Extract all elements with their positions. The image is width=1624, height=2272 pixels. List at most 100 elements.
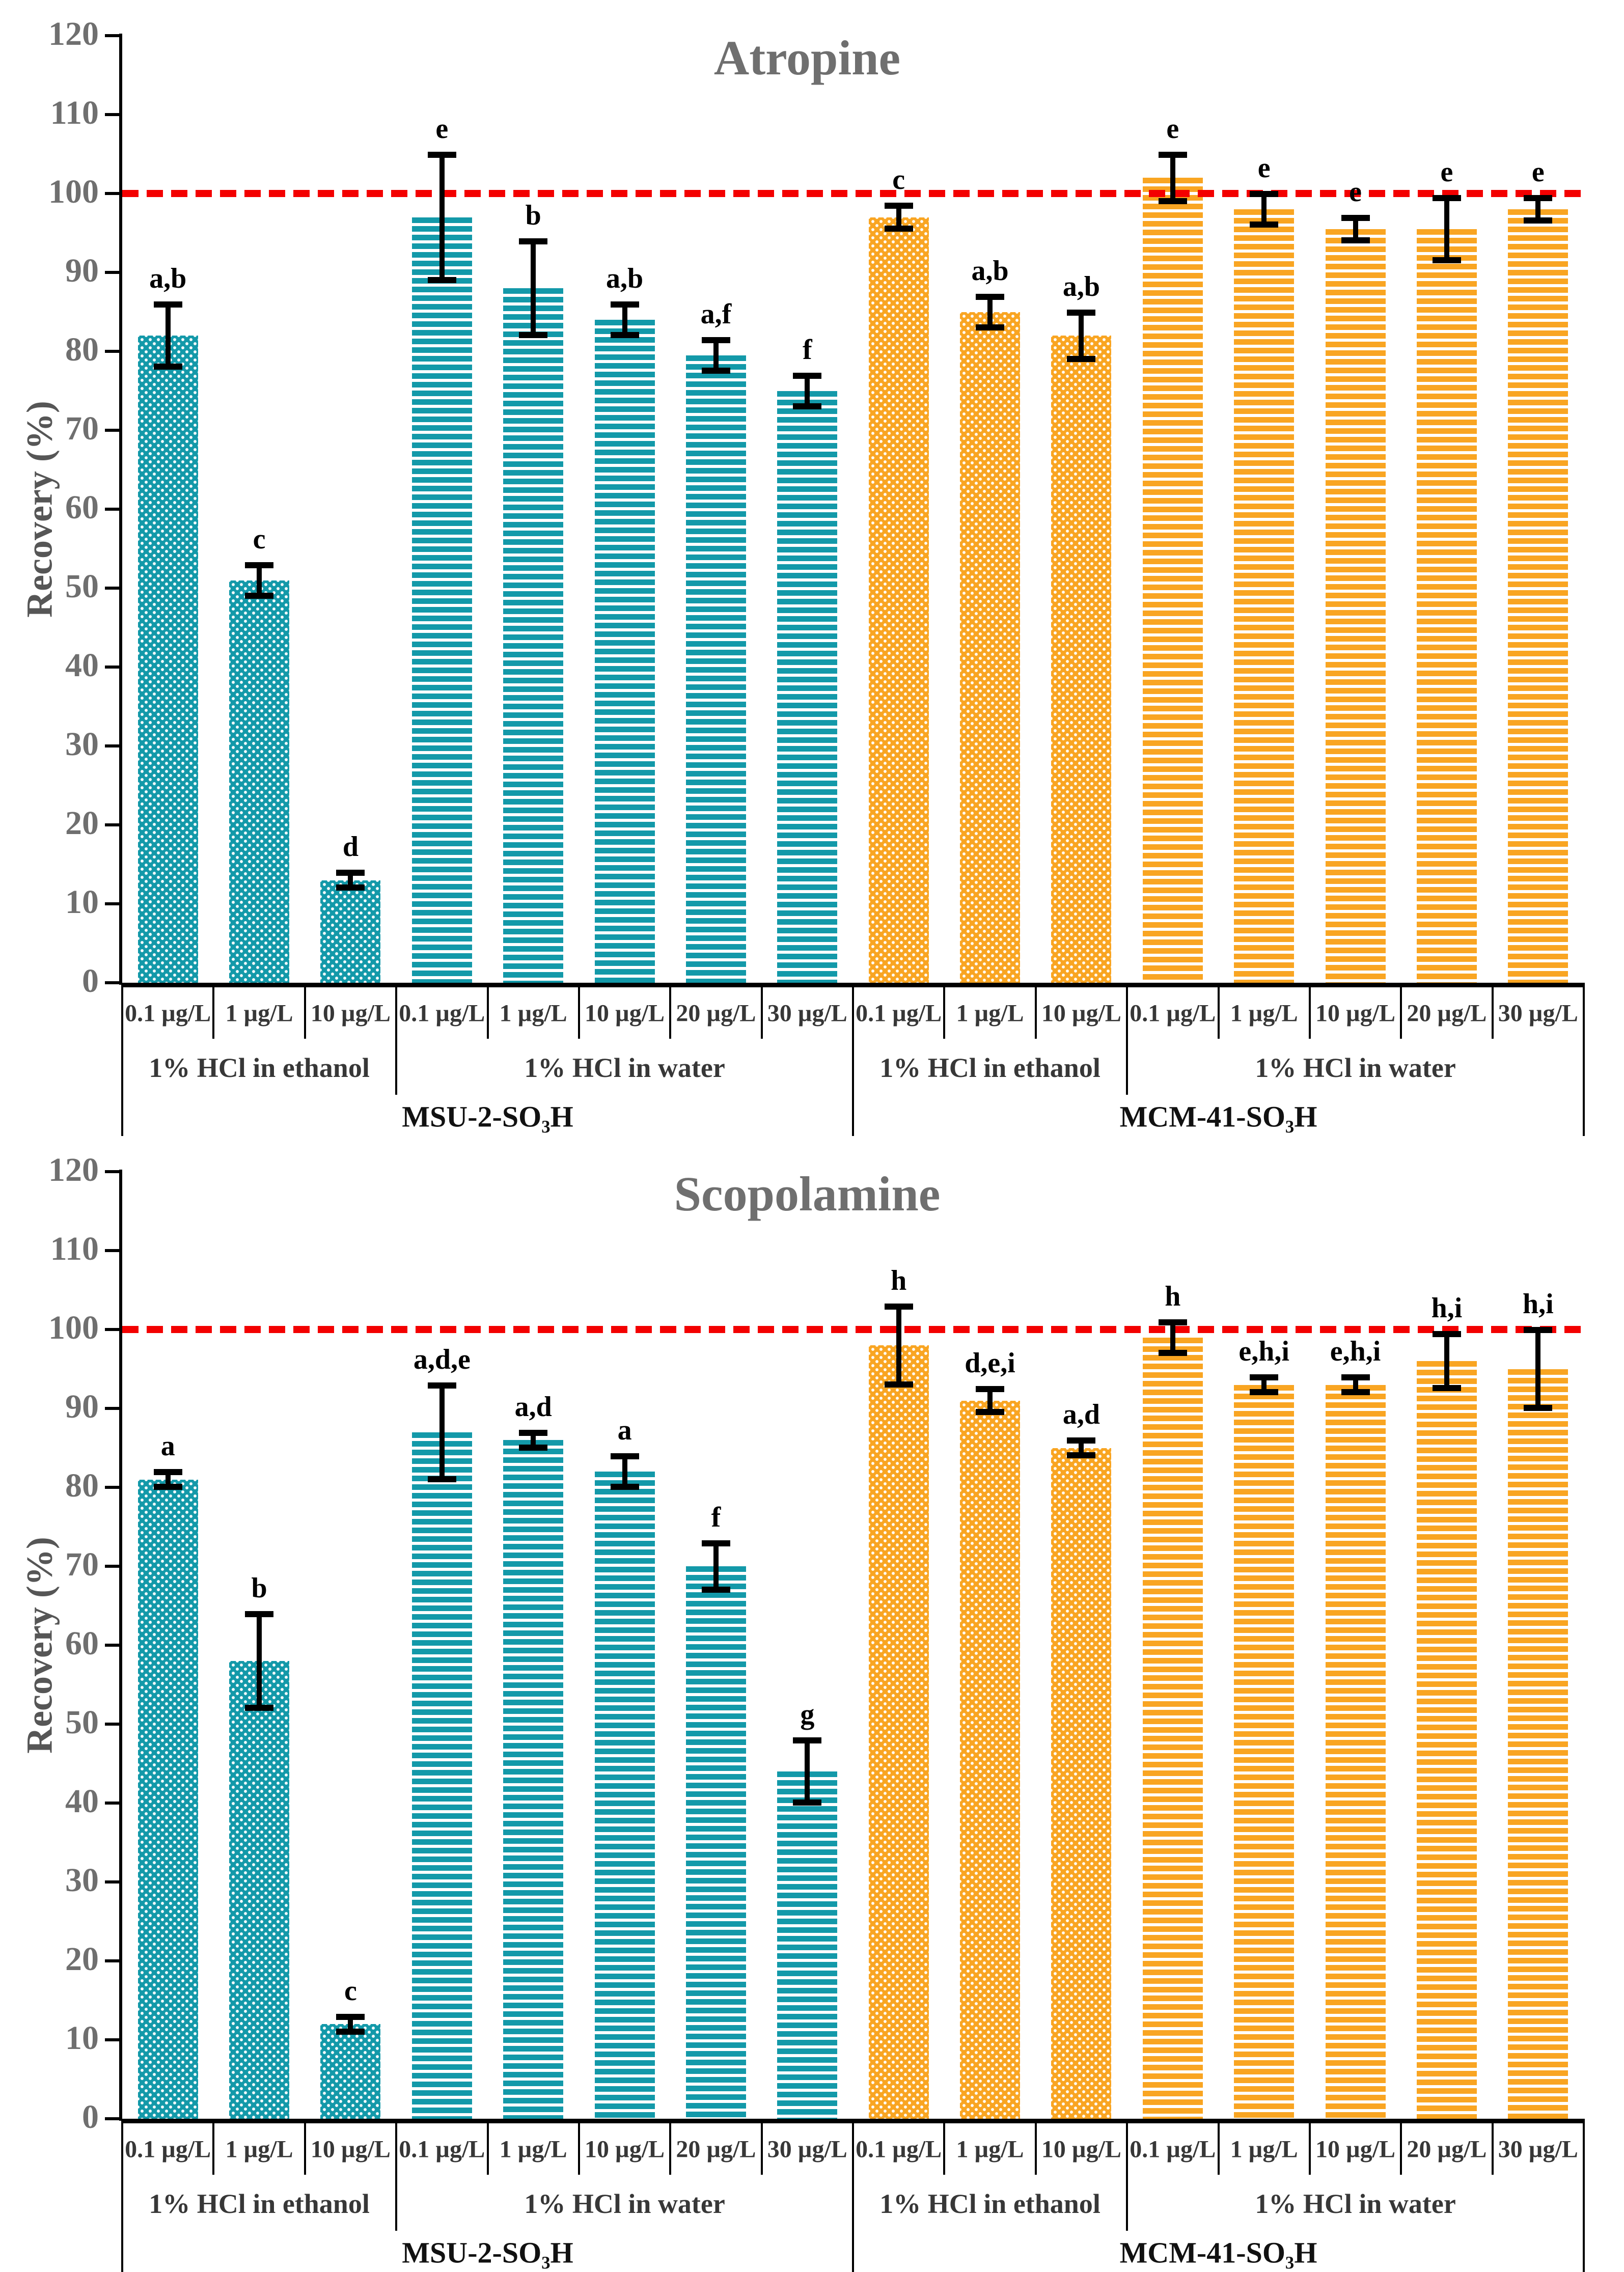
bar <box>868 1345 929 2119</box>
x-category-label: 0.1 µg/L <box>399 1000 485 1027</box>
error-bar-bottom-cap <box>336 884 365 891</box>
category-separator <box>1491 2119 1494 2175</box>
y-tick-label: 80 <box>65 1466 99 1504</box>
significance-letter: e <box>1440 156 1453 188</box>
y-tick-label: 80 <box>65 330 99 368</box>
significance-letter: a,d,e <box>413 1343 471 1375</box>
x-category-label: 10 µg/L <box>585 1000 665 1027</box>
error-bar-bottom-cap <box>1158 1349 1187 1356</box>
error-bar-top-cap <box>1524 195 1553 201</box>
category-separator <box>1491 983 1494 1039</box>
significance-letter: a <box>617 1415 632 1446</box>
x-category-label: 20 µg/L <box>1407 1000 1487 1027</box>
bar <box>137 1479 198 2119</box>
y-tick-mark <box>105 1723 120 1726</box>
x-category-label: 1 µg/L <box>956 1000 1024 1027</box>
error-bar <box>805 375 810 407</box>
error-bar-bottom-cap <box>245 1705 274 1711</box>
error-bar-top-cap <box>1432 1331 1461 1337</box>
significance-letter: a,f <box>700 298 732 330</box>
error-bar <box>622 1456 627 1487</box>
error-bar-top-cap <box>245 562 274 568</box>
bar <box>594 1472 655 2119</box>
error-bar-bottom-cap <box>610 332 639 338</box>
bar <box>229 1661 290 2119</box>
significance-letter: h,i <box>1522 1288 1554 1320</box>
significance-letter: a,b <box>1062 270 1100 302</box>
y-tick-mark <box>105 1644 120 1647</box>
category-separator <box>486 983 489 1039</box>
error-bar-bottom-cap <box>610 1484 639 1490</box>
error-bar-bottom-cap <box>1432 1385 1461 1392</box>
error-bar <box>165 1472 171 1487</box>
solvent-group-label: 1% HCl in ethanol <box>879 1052 1100 1083</box>
y-tick-label: 40 <box>65 1782 99 1820</box>
error-bar-top-cap <box>245 1611 274 1617</box>
bar <box>320 880 381 983</box>
x-category-label: 0.1 µg/L <box>856 2136 942 2163</box>
y-tick-label: 0 <box>82 2098 99 2136</box>
bar <box>1508 1369 1568 2119</box>
y-tick-label: 60 <box>65 1624 99 1662</box>
significance-letter: a <box>160 1430 175 1462</box>
category-separator <box>1308 983 1311 1039</box>
error-bar-top-cap <box>701 1540 730 1546</box>
x-category-label: 1 µg/L <box>1230 2136 1298 2163</box>
error-bar-top-cap <box>610 301 639 308</box>
y-tick-mark <box>105 113 120 116</box>
y-tick-mark <box>105 1170 120 1173</box>
bar <box>685 355 746 983</box>
category-separator <box>395 2119 398 2231</box>
y-tick-label: 70 <box>65 1545 99 1583</box>
bar <box>1508 209 1568 983</box>
error-bar-bottom-cap <box>1250 1389 1279 1395</box>
significance-letter: c <box>253 523 266 555</box>
x-category-label: 10 µg/L <box>1315 2136 1396 2163</box>
y-tick-label: 110 <box>50 94 99 131</box>
bar <box>503 288 564 983</box>
x-category-label: 10 µg/L <box>1041 2136 1121 2163</box>
category-separator <box>1126 983 1128 1095</box>
significance-letter: a,b <box>971 255 1009 287</box>
x-category-label: 10 µg/L <box>310 2136 391 2163</box>
y-tick-mark <box>105 1802 120 1805</box>
category-separator <box>760 983 763 1039</box>
bar <box>1325 1384 1386 2119</box>
bar <box>1234 1384 1295 2119</box>
category-separator <box>121 2119 123 2272</box>
significance-letter: c <box>892 164 905 196</box>
y-tick-mark <box>105 981 120 984</box>
category-separator <box>1583 983 1585 1136</box>
significance-letter: h,i <box>1431 1292 1463 1324</box>
error-bar <box>987 1389 993 1412</box>
error-bar-top-cap <box>519 1429 548 1436</box>
sorbent-group-label: MCM-41-SO₃H <box>1119 2236 1317 2269</box>
y-tick-mark <box>105 429 120 432</box>
y-tick-label: 120 <box>48 15 99 52</box>
category-separator <box>212 983 215 1039</box>
x-category-label: 10 µg/L <box>1041 1000 1121 1027</box>
significance-letter: e <box>435 113 449 145</box>
significance-letter: d,e,i <box>965 1347 1015 1379</box>
y-tick-label: 50 <box>65 1703 99 1741</box>
error-bar <box>896 1306 901 1385</box>
error-bar <box>439 1384 445 1480</box>
error-bar-top-cap <box>976 1386 1005 1393</box>
category-separator <box>1034 983 1037 1039</box>
error-bar-bottom-cap <box>427 1476 456 1482</box>
y-tick-mark <box>105 1486 120 1489</box>
error-bar-bottom-cap <box>884 1381 913 1388</box>
error-bar <box>1535 197 1541 221</box>
error-bar-top-cap <box>427 151 456 158</box>
category-separator <box>304 983 306 1039</box>
error-bar <box>1261 193 1267 225</box>
error-bar-top-cap <box>427 1382 456 1389</box>
error-bar-bottom-cap <box>1067 1452 1096 1458</box>
reference-line <box>122 190 1584 197</box>
x-category-label: 1 µg/L <box>499 2136 567 2163</box>
x-category-label: 0.1 µg/L <box>125 2136 211 2163</box>
category-separator <box>395 983 398 1095</box>
error-bar-bottom-cap <box>153 364 182 370</box>
error-bar-bottom-cap <box>976 324 1005 330</box>
